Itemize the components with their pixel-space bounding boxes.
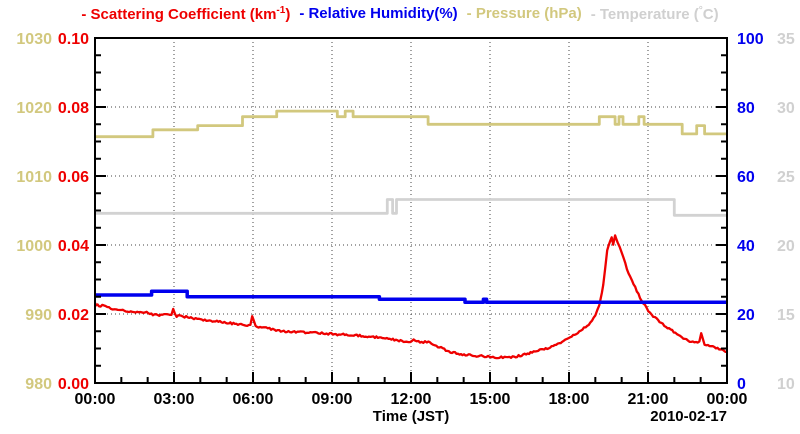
ytick-temperature: 10 xyxy=(777,376,795,393)
xtick-label: 00:00 xyxy=(707,391,748,408)
ytick-scattering: 0.00 xyxy=(58,376,89,393)
ytick-pressure: 1010 xyxy=(16,169,52,186)
ytick-temperature: 25 xyxy=(777,169,795,186)
x-axis-label: Time (JST) xyxy=(372,408,450,425)
ytick-pressure: 990 xyxy=(25,307,52,324)
ytick-temperature: 35 xyxy=(777,31,795,48)
ytick-pressure: 1000 xyxy=(16,238,52,255)
xtick-label: 06:00 xyxy=(233,391,274,408)
ytick-humidity: 100 xyxy=(737,31,764,48)
legend-item: - Scattering Coefficient (km-1) xyxy=(81,5,291,23)
legend-item: - Relative Humidity(%) xyxy=(299,5,458,22)
xtick-label: 03:00 xyxy=(154,391,195,408)
legend-item: - Temperature (°C) xyxy=(590,5,719,23)
xtick-label: 21:00 xyxy=(628,391,669,408)
series-pressure xyxy=(95,109,727,139)
ytick-temperature: 30 xyxy=(777,100,795,117)
xtick-label: 18:00 xyxy=(549,391,590,408)
ytick-scattering: 0.06 xyxy=(58,169,89,186)
ytick-scattering: 0.10 xyxy=(58,31,89,48)
chart-title: - Scattering Coefficient (km-1) - Relativ… xyxy=(0,5,800,23)
ytick-temperature: 20 xyxy=(777,238,795,255)
xtick-label: 12:00 xyxy=(391,391,432,408)
series-scattering xyxy=(95,234,727,360)
series-humidity xyxy=(95,289,727,305)
ytick-scattering: 0.08 xyxy=(58,100,89,117)
ytick-temperature: 15 xyxy=(777,307,795,324)
ytick-scattering: 0.02 xyxy=(58,307,89,324)
ytick-humidity: 0 xyxy=(737,376,746,393)
ytick-scattering: 0.04 xyxy=(58,238,89,255)
ytick-pressure: 980 xyxy=(25,376,52,393)
xtick-label: 15:00 xyxy=(470,391,511,408)
ytick-humidity: 20 xyxy=(737,307,755,324)
ytick-humidity: 80 xyxy=(737,100,755,117)
ytick-pressure: 1020 xyxy=(16,100,52,117)
xtick-label: 09:00 xyxy=(312,391,353,408)
xtick-label: 00:00 xyxy=(75,391,116,408)
ytick-humidity: 40 xyxy=(737,238,755,255)
series-temperature xyxy=(95,198,727,217)
legend-item: - Pressure (hPa) xyxy=(466,5,582,22)
ytick-humidity: 60 xyxy=(737,169,755,186)
ytick-pressure: 1030 xyxy=(16,31,52,48)
date-label: 2010-02-17 xyxy=(650,408,727,425)
